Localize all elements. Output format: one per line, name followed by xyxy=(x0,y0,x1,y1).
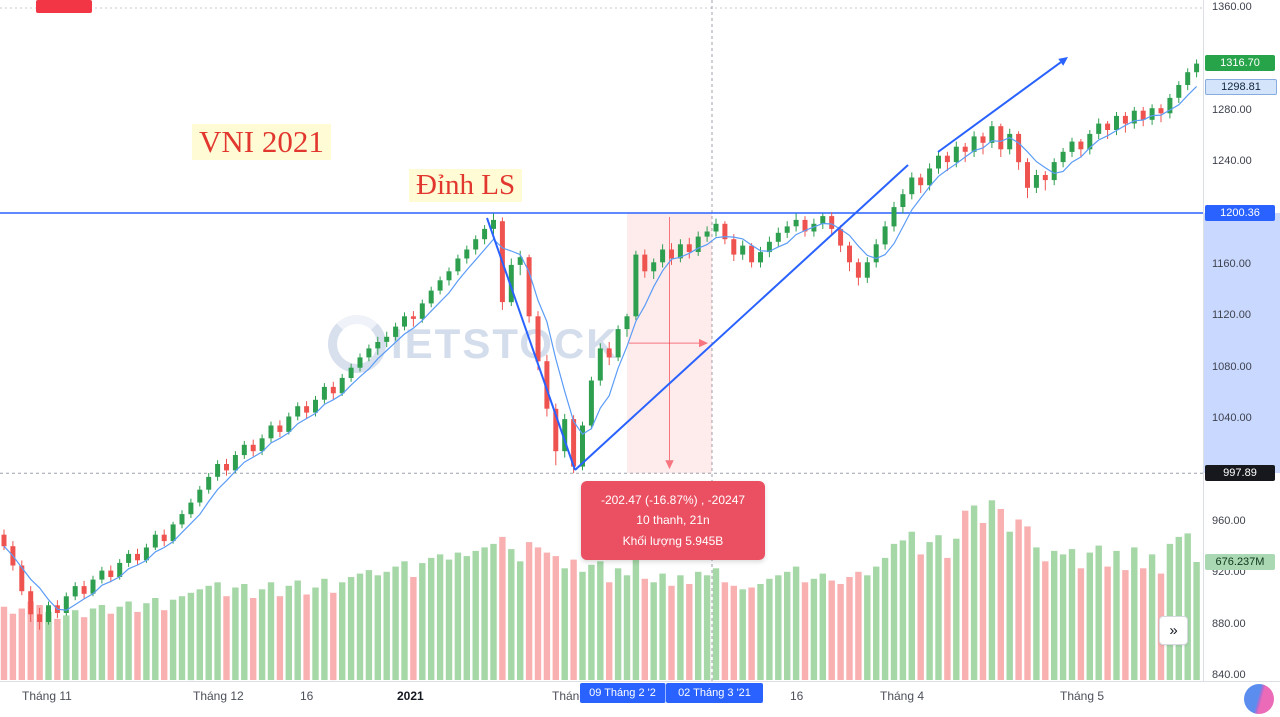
time-axis-label: Tháng 11 xyxy=(22,689,72,703)
horizontal-line-price-badge: 1200.36 xyxy=(1205,205,1275,221)
trend-line[interactable] xyxy=(487,218,575,470)
annotation-dinh-ls[interactable]: Đỉnh LS xyxy=(409,169,522,202)
scroll-to-recent-button[interactable]: » xyxy=(1159,616,1188,645)
price-tick-label: 1080.00 xyxy=(1212,361,1252,373)
brand-logo xyxy=(1244,684,1274,714)
price-tick-label: 1040.00 xyxy=(1212,412,1252,424)
time-axis-label: Tháng 5 xyxy=(1060,689,1104,703)
time-axis-label: 16 xyxy=(300,689,313,703)
price-tick-label: 1120.00 xyxy=(1212,309,1251,321)
time-axis-label: Tháng 4 xyxy=(880,689,924,703)
measure-price-range-highlight xyxy=(1204,213,1280,473)
measure-low-price-badge: 997.89 xyxy=(1205,465,1275,481)
measure-bars-text: 10 thanh, 21n xyxy=(583,510,763,530)
top-left-red-badge xyxy=(36,0,92,13)
range-start-date-badge: 09 Tháng 2 '2 xyxy=(580,683,666,703)
ma-value-badge: 1298.81 xyxy=(1205,79,1277,95)
measure-tooltip: -202.47 (-16.87%) , -20247 10 thanh, 21n… xyxy=(581,481,765,560)
measure-volume-text: Khối lượng 5.945B xyxy=(583,531,763,551)
range-end-date-badge: 02 Tháng 3 '21 xyxy=(666,683,763,703)
last-price-badge: 1316.70 xyxy=(1205,55,1275,71)
price-tick-label: 840.00 xyxy=(1212,669,1246,681)
price-tick-label: 880.00 xyxy=(1212,618,1246,630)
volume-value-badge: 676.237M xyxy=(1205,554,1275,570)
time-axis-label: 2021 xyxy=(397,689,424,703)
price-axis[interactable]: 1360.00 1280.00 1240.00 1160.00 1120.00 1080.… xyxy=(1203,0,1280,681)
measure-change-text: -202.47 (-16.87%) , -20247 xyxy=(583,490,763,510)
price-tick-label: 1360.00 xyxy=(1212,1,1252,13)
price-tick-label: 960.00 xyxy=(1212,515,1246,527)
price-tick-label: 1280.00 xyxy=(1212,104,1252,116)
double-chevron-right-icon: » xyxy=(1169,622,1177,639)
annotation-vni-2021[interactable]: VNI 2021 xyxy=(192,124,331,160)
price-tick-label: 1160.00 xyxy=(1212,258,1251,270)
price-tick-label: 1240.00 xyxy=(1212,155,1252,167)
time-axis-label: 16 xyxy=(790,689,803,703)
time-axis-label: Tháng 12 xyxy=(193,689,244,703)
